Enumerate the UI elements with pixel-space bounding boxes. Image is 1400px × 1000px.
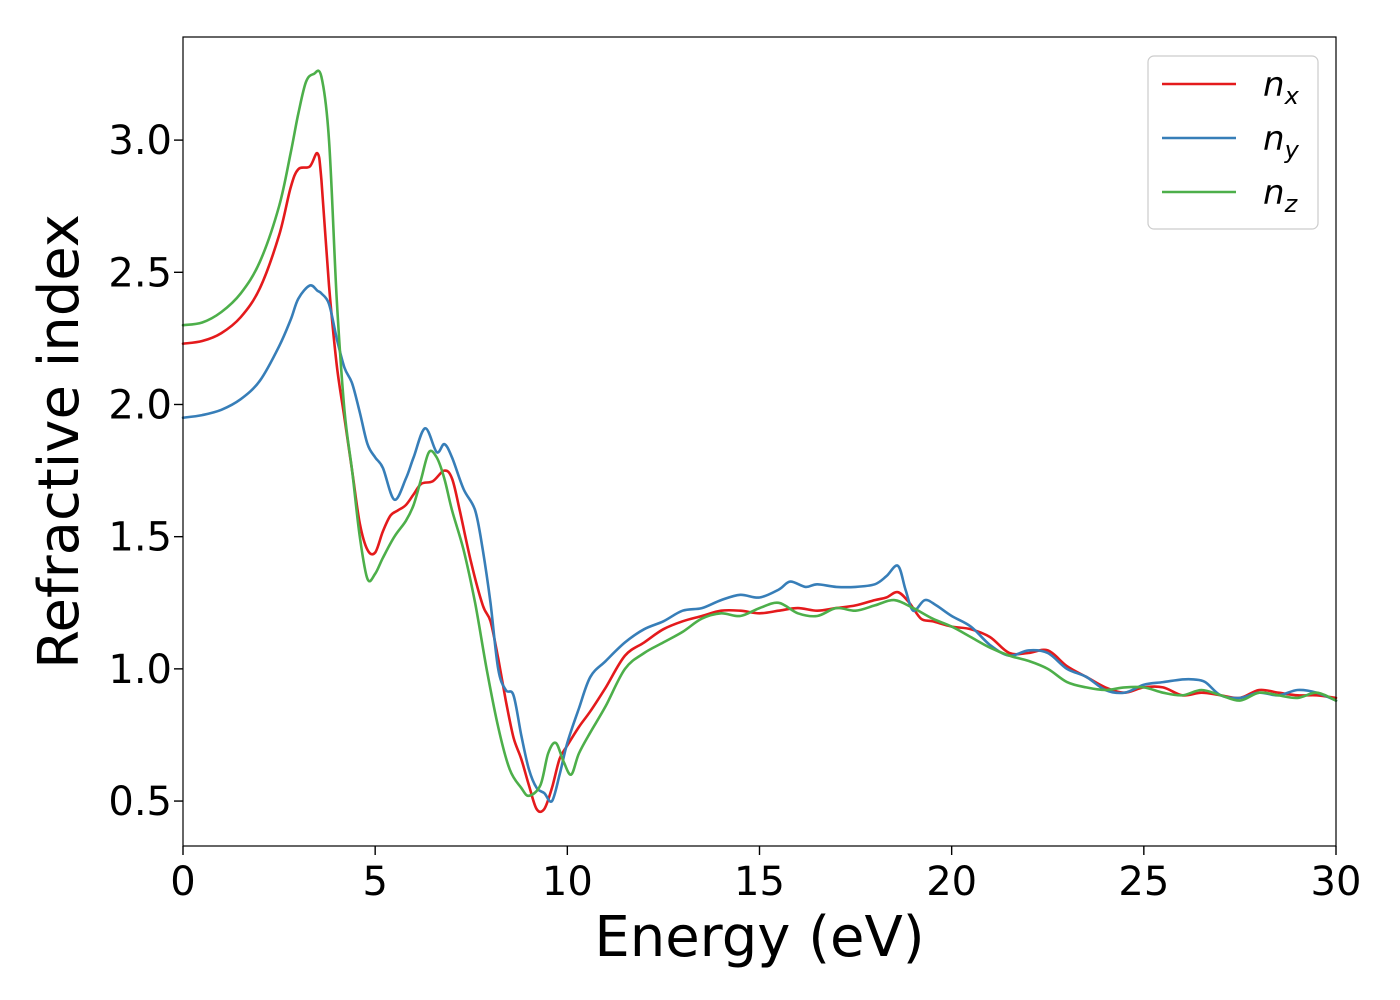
legend: nx ny nz: [1147, 55, 1319, 230]
y-tick-label: 1.5: [108, 515, 172, 561]
legend-label-ny: ny: [1263, 119, 1300, 164]
series-line-ny: [181, 284, 1338, 804]
series-line-nz: [181, 69, 1338, 798]
y-tick-label: 2.5: [108, 250, 172, 296]
x-axis: 0 5 10 15 20 25 30: [170, 846, 1361, 905]
x-tick-label: 20: [926, 859, 977, 905]
x-tick-label: 15: [734, 859, 785, 905]
legend-box: [1147, 55, 1319, 230]
y-tick-label: 0.5: [108, 779, 172, 825]
plot-background: [183, 37, 1336, 846]
legend-label-nz: nz: [1263, 173, 1299, 218]
x-tick-label: 0: [170, 859, 195, 905]
y-axis: 0.5 1.0 1.5 2.0 2.5 3.0: [108, 118, 183, 825]
y-tick-label: 2.0: [108, 382, 172, 428]
x-tick-label: 5: [362, 859, 387, 905]
x-tick-label: 30: [1311, 859, 1362, 905]
y-tick-label: 1.0: [108, 647, 172, 693]
series-layer: [181, 69, 1338, 814]
x-tick-label: 25: [1118, 859, 1169, 905]
legend-label-nx: nx: [1263, 65, 1300, 110]
x-axis-label: Energy (eV): [594, 905, 924, 970]
y-tick-label: 3.0: [108, 118, 172, 164]
x-tick-label: 10: [542, 859, 593, 905]
y-axis-label: Refractive index: [27, 214, 92, 669]
